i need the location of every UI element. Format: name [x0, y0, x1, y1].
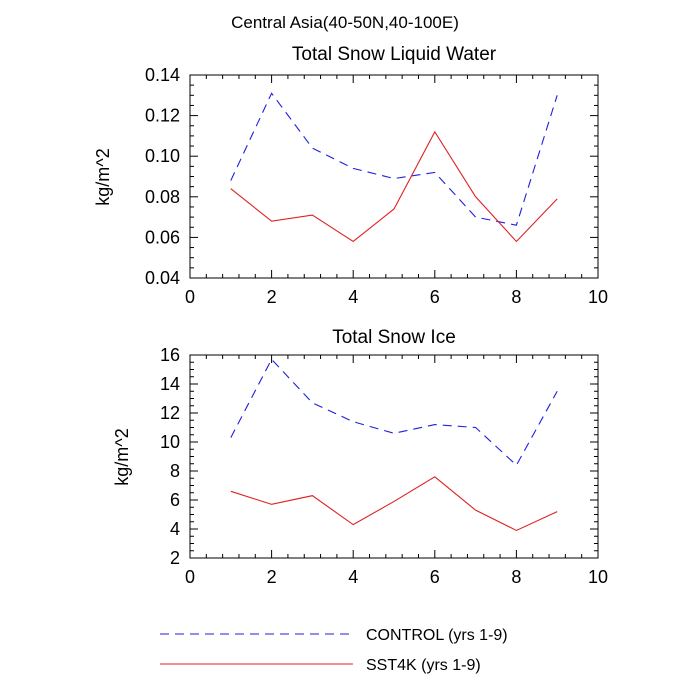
- y-tick-label: 0.10: [145, 146, 180, 166]
- x-tick-label: 8: [511, 287, 521, 307]
- y-tick-label: 10: [160, 432, 180, 452]
- series-line-control: [230, 358, 558, 467]
- legend: CONTROL (yrs 1-9) SST4K (yrs 1-9): [160, 627, 508, 674]
- x-tick-label: 2: [267, 287, 277, 307]
- plot-frame: [189, 74, 599, 279]
- x-tick-label: 0: [185, 567, 195, 587]
- y-tick-label: 16: [160, 345, 180, 365]
- y-tick-label: 14: [160, 374, 180, 394]
- y-tick-label: 0.08: [145, 187, 180, 207]
- x-tick-label: 0: [185, 287, 195, 307]
- x-tick-label: 4: [348, 287, 358, 307]
- y-tick-label: 0.06: [145, 227, 180, 247]
- panel-snow-ice: Total Snow Ice kg/m^2 0 2 4 6 8 1024681012141…: [112, 327, 608, 587]
- y-tick-label: 0.14: [145, 65, 180, 85]
- x-tick-label: 2: [267, 567, 277, 587]
- panel-snow-liquid-water: Total Snow Liquid Water kg/m^2 0 2 4 6 8 10 0.…: [93, 44, 608, 307]
- legend-label-control: CONTROL (yrs 1-9): [366, 627, 508, 644]
- plot-frame: [189, 354, 599, 559]
- y-tick-label: 4: [170, 519, 180, 539]
- y-tick-label: 0.04: [145, 268, 180, 288]
- x-tick-label: 8: [511, 567, 521, 587]
- series-line-control: [230, 92, 558, 226]
- y-tick-label: 8: [170, 461, 180, 481]
- legend-entry-sst4k: SST4K (yrs 1-9): [160, 657, 481, 674]
- y-tick-label: 2: [170, 548, 180, 568]
- y-tick-label: 12: [160, 403, 180, 423]
- x-tick-label: 10: [588, 287, 608, 307]
- series-line-sst4k: [230, 130, 558, 243]
- panel-title: Total Snow Ice: [332, 327, 456, 348]
- y-tick-label: 0.12: [145, 106, 180, 126]
- y-tick-label: 6: [170, 490, 180, 510]
- panel-title: Total Snow Liquid Water: [292, 44, 497, 65]
- x-tick-label: 4: [348, 567, 358, 587]
- legend-label-sst4k: SST4K (yrs 1-9): [366, 657, 481, 674]
- main-title: Central Asia(40-50N,40-100E): [231, 13, 459, 32]
- x-tick-label: 6: [430, 287, 440, 307]
- x-tick-label: 6: [430, 567, 440, 587]
- series-line-sst4k: [230, 476, 558, 532]
- x-tick-label: 10: [588, 567, 608, 587]
- y-axis-label: kg/m^2: [93, 148, 113, 205]
- y-axis-label: kg/m^2: [112, 428, 132, 485]
- legend-entry-control: CONTROL (yrs 1-9): [160, 627, 508, 644]
